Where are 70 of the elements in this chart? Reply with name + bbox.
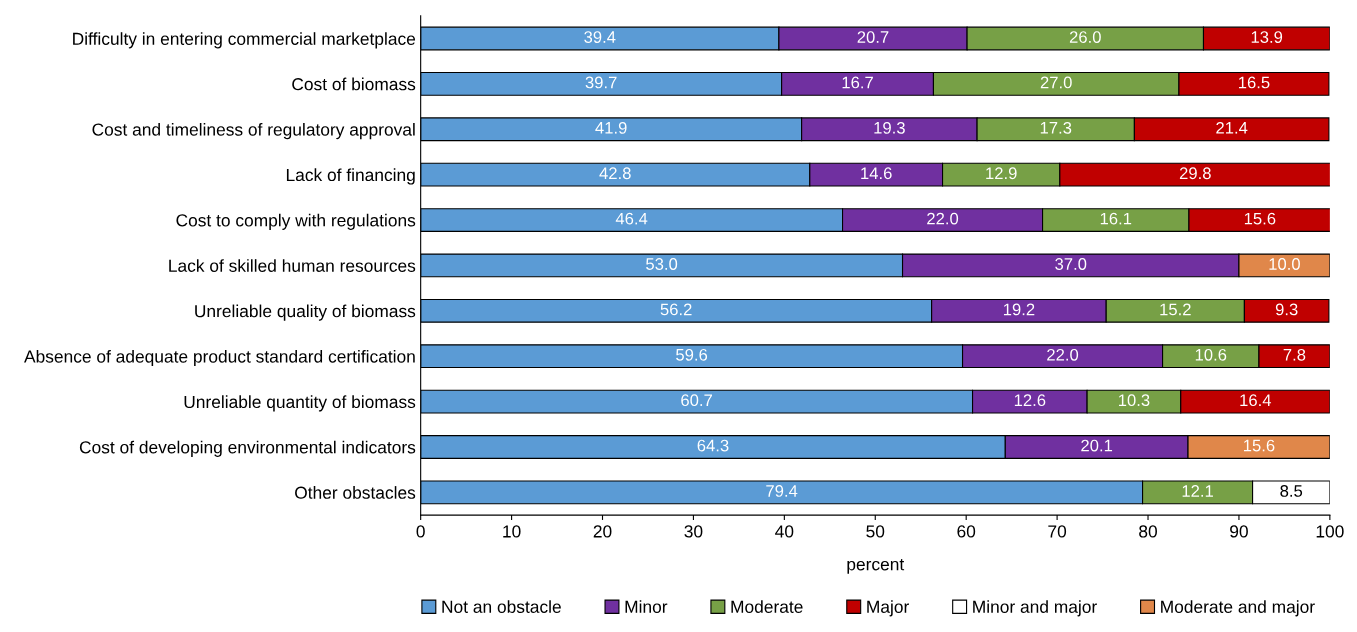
data-label: 22.0 bbox=[927, 212, 959, 225]
legend-label: Moderate and major bbox=[1161, 600, 1315, 617]
data-label: 14.6 bbox=[861, 167, 892, 180]
data-label: 37.0 bbox=[1055, 258, 1087, 270]
x-tick-label: 50 bbox=[866, 525, 885, 538]
x-tick-label: 100 bbox=[1316, 525, 1344, 538]
data-label: 16.5 bbox=[1239, 76, 1270, 89]
data-label: 42.8 bbox=[599, 167, 631, 180]
data-label: 56.2 bbox=[660, 303, 692, 316]
data-label: 39.7 bbox=[585, 76, 617, 89]
data-label: 16.4 bbox=[1240, 394, 1272, 407]
x-tick-label: 30 bbox=[684, 525, 703, 538]
y-tick-label: Lack of financing bbox=[286, 168, 415, 185]
y-tick-label: Lack of skilled human resources bbox=[169, 259, 416, 272]
data-label: 19.3 bbox=[874, 121, 905, 134]
legend-label: Not an obstacle bbox=[442, 600, 561, 613]
data-label: 29.8 bbox=[1179, 167, 1211, 180]
data-label: 79.4 bbox=[766, 485, 798, 497]
x-tick-label: 10 bbox=[503, 525, 521, 538]
data-label: 15.2 bbox=[1160, 303, 1191, 316]
data-label: 53.0 bbox=[646, 258, 678, 270]
x-tick-label: 80 bbox=[1139, 525, 1157, 538]
data-label: 13.9 bbox=[1251, 31, 1283, 43]
data-label: 16.7 bbox=[842, 76, 873, 89]
legend-label: Moderate bbox=[731, 600, 803, 613]
data-label: 8.5 bbox=[1280, 485, 1303, 497]
data-label: 20.7 bbox=[857, 31, 889, 43]
data-label: 27.0 bbox=[1040, 76, 1072, 89]
legend-label: Minor bbox=[625, 600, 668, 613]
data-label: 20.1 bbox=[1081, 439, 1113, 452]
data-label: 17.3 bbox=[1040, 121, 1072, 134]
data-label: 21.4 bbox=[1216, 121, 1248, 134]
data-label: 19.2 bbox=[1003, 303, 1035, 316]
x-axis-title: percent bbox=[847, 559, 905, 574]
y-tick-label: Cost and timeliness of regulatory approval bbox=[92, 122, 415, 140]
y-tick-label: Unreliable quantity of biomass bbox=[184, 395, 416, 412]
x-tick-label: 0 bbox=[416, 525, 425, 538]
data-label: 39.4 bbox=[584, 31, 616, 43]
data-label: 26.0 bbox=[1069, 31, 1101, 43]
data-label: 9.3 bbox=[1275, 303, 1298, 316]
x-tick-label: 90 bbox=[1230, 525, 1248, 538]
data-label: 46.4 bbox=[615, 212, 648, 225]
data-label: 12.9 bbox=[986, 167, 1017, 180]
x-tick-label: 60 bbox=[957, 525, 976, 538]
x-tick-label: 20 bbox=[593, 525, 612, 538]
y-tick-label: Cost of biomass bbox=[292, 77, 416, 91]
data-label: 15.6 bbox=[1244, 212, 1276, 225]
data-label: 12.1 bbox=[1182, 485, 1213, 497]
data-label: 10.0 bbox=[1269, 258, 1300, 270]
legend-label: Major bbox=[867, 600, 909, 617]
y-tick-label: Cost to comply with regulations bbox=[176, 213, 416, 230]
y-tick-label: Unreliable quality of biomass bbox=[195, 304, 416, 321]
data-label: 10.6 bbox=[1195, 348, 1227, 361]
y-tick-label: Other obstacles bbox=[295, 486, 416, 499]
data-label: 16.1 bbox=[1100, 212, 1132, 225]
data-label: 15.6 bbox=[1244, 439, 1275, 452]
data-label: 41.9 bbox=[595, 121, 627, 134]
y-tick-label: Cost of developing environmental indicators bbox=[79, 440, 416, 457]
data-label: 60.7 bbox=[681, 394, 712, 407]
data-label: 22.0 bbox=[1047, 348, 1079, 361]
legend-label: Minor and major bbox=[973, 600, 1097, 617]
data-label: 64.3 bbox=[697, 439, 729, 452]
data-label: 7.8 bbox=[1283, 348, 1306, 361]
x-tick-label: 70 bbox=[1048, 525, 1067, 538]
data-label: 10.3 bbox=[1118, 394, 1150, 407]
y-tick-label: Difficulty in entering commercial marketplace bbox=[73, 32, 416, 49]
data-label: 12.6 bbox=[1014, 394, 1046, 407]
x-tick-label: 40 bbox=[775, 525, 794, 538]
y-tick-label: Absence of adequate product standard certification bbox=[24, 349, 415, 367]
data-label: 59.6 bbox=[676, 348, 708, 361]
